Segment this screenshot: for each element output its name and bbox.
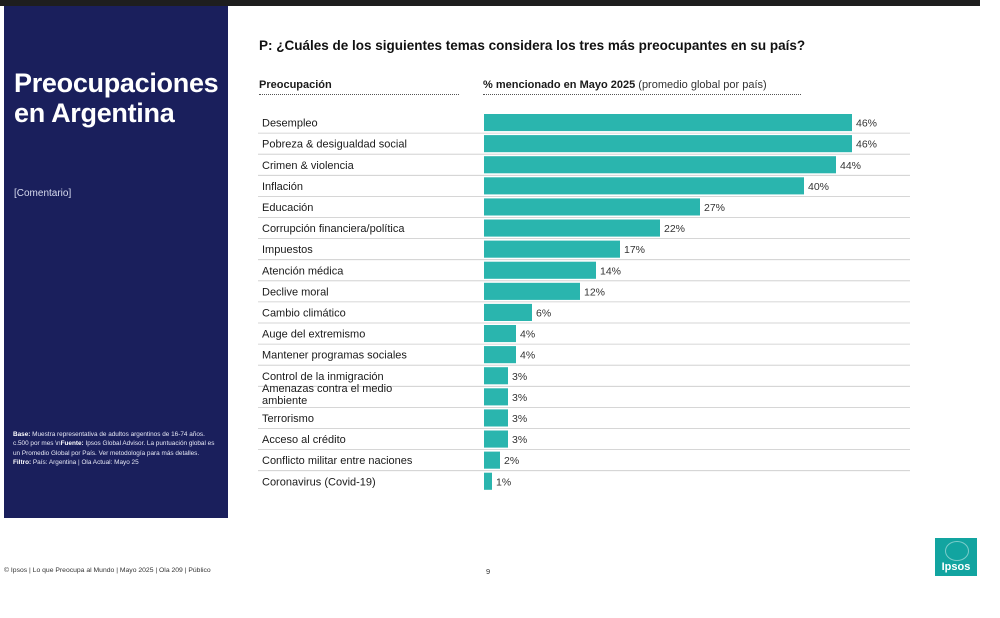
bar-row-2	[484, 135, 852, 153]
bar-row-13	[484, 367, 508, 385]
category-label-row-2: Pobreza & desigualdad social	[262, 139, 407, 151]
filter-text: País: Argentina | Ola Actual: Mayo 25	[31, 459, 139, 467]
value-label-row-15: 3%	[512, 413, 527, 425]
value-label-row-17: 2%	[504, 455, 519, 467]
logo-text: Ipsos	[941, 561, 971, 573]
value-label-row-2: 46%	[856, 139, 877, 151]
bar-row-16	[484, 430, 508, 448]
bar-row-12	[484, 346, 516, 364]
top-bar	[0, 0, 980, 6]
bar-row-8	[484, 261, 596, 279]
column-header-percent-bold: % mencionado en Mayo 2025	[483, 79, 636, 91]
source-label: Fuente:	[60, 440, 84, 448]
category-label-row-18: Coronavirus (Covid-19)	[262, 476, 376, 488]
category-label-row-10: Cambio climático	[262, 307, 346, 319]
category-label-row-1: Desempleo	[262, 118, 318, 130]
bar-row-15	[484, 409, 508, 427]
value-label-row-5: 27%	[704, 202, 725, 214]
bar-row-5	[484, 198, 700, 216]
column-header-concern: Preocupación	[259, 79, 459, 95]
page-title-line-2: en Argentina	[14, 98, 175, 128]
bar-row-3	[484, 156, 836, 174]
category-label-row-8: Atención médica	[262, 265, 344, 277]
sidebar-panel: Preocupaciones en Argentina [Comentario]…	[4, 6, 228, 518]
value-label-row-14: 3%	[512, 392, 527, 404]
category-label-row-6: Corrupción financiera/política	[262, 223, 405, 235]
category-label-row-13: Control de la inmigración	[262, 371, 384, 383]
page-title-line-1: Preocupaciones	[14, 68, 219, 98]
value-label-row-9: 12%	[584, 286, 605, 298]
value-label-row-13: 3%	[512, 371, 527, 383]
bar-row-4	[484, 177, 804, 195]
category-label-row-5: Educación	[262, 202, 313, 214]
value-label-row-4: 40%	[808, 181, 829, 193]
chart-question: P: ¿Cuáles de los siguientes temas consi…	[259, 38, 806, 53]
value-label-row-1: 46%	[856, 118, 877, 130]
value-label-row-11: 4%	[520, 329, 535, 341]
category-label-line: ambiente	[262, 395, 307, 407]
value-label-row-16: 3%	[512, 434, 527, 446]
ipsos-logo: Ipsos	[935, 538, 977, 576]
column-header-percent: % mencionado en Mayo 2025 (promedio glob…	[483, 79, 801, 95]
bar-row-10	[484, 303, 532, 321]
bar-row-18	[484, 472, 492, 490]
category-label-row-4: Inflación	[262, 181, 303, 193]
category-label-row-9: Declive moral	[262, 286, 329, 298]
column-header-percent-light: (promedio global por país)	[635, 79, 767, 91]
logo-mark-icon	[945, 541, 969, 561]
comment-placeholder: [Comentario]	[14, 188, 72, 199]
value-label-row-3: 44%	[840, 160, 861, 172]
source-text: Ipsos Global Advisor. La puntuación glob…	[13, 440, 215, 457]
category-label-row-12: Mantener programas sociales	[262, 350, 407, 362]
bar-row-6	[484, 219, 660, 237]
value-label-row-18: 1%	[496, 476, 511, 488]
category-label-line: Amenazas contra el medio	[262, 383, 392, 395]
bar-row-7	[484, 240, 620, 258]
bar-row-14	[484, 388, 508, 406]
category-label-row-3: Crimen & violencia	[262, 160, 355, 172]
methodology-notes: Base: Muestra representativa de adultos …	[13, 430, 218, 468]
page-number: 9	[486, 567, 491, 576]
bar-row-1	[484, 114, 852, 132]
base-label: Base:	[13, 431, 31, 438]
filter-label: Filtro:	[13, 459, 32, 467]
value-label-row-12: 4%	[520, 350, 535, 362]
page-title: Preocupaciones en Argentina	[14, 68, 224, 128]
category-label-row-14: Amenazas contra el medio ambiente	[262, 383, 392, 407]
value-label-row-7: 17%	[624, 244, 645, 256]
bar-row-17	[484, 451, 500, 469]
footer-text: © Ipsos | Lo que Preocupa al Mundo | May…	[4, 567, 211, 574]
category-label-row-16: Acceso al crédito	[262, 434, 346, 446]
value-label-row-10: 6%	[536, 307, 551, 319]
bar-row-11	[484, 325, 516, 343]
value-label-row-8: 14%	[600, 265, 621, 277]
category-label-row-7: Impuestos	[262, 244, 313, 256]
bar-row-9	[484, 282, 580, 300]
category-label-row-11: Auge del extremismo	[262, 329, 365, 341]
value-label-row-6: 22%	[664, 223, 685, 235]
base-text: Muestra representativa de adultos argent…	[13, 431, 205, 448]
category-label-row-17: Conflicto militar entre naciones	[262, 455, 413, 467]
category-label-row-15: Terrorismo	[262, 413, 314, 425]
